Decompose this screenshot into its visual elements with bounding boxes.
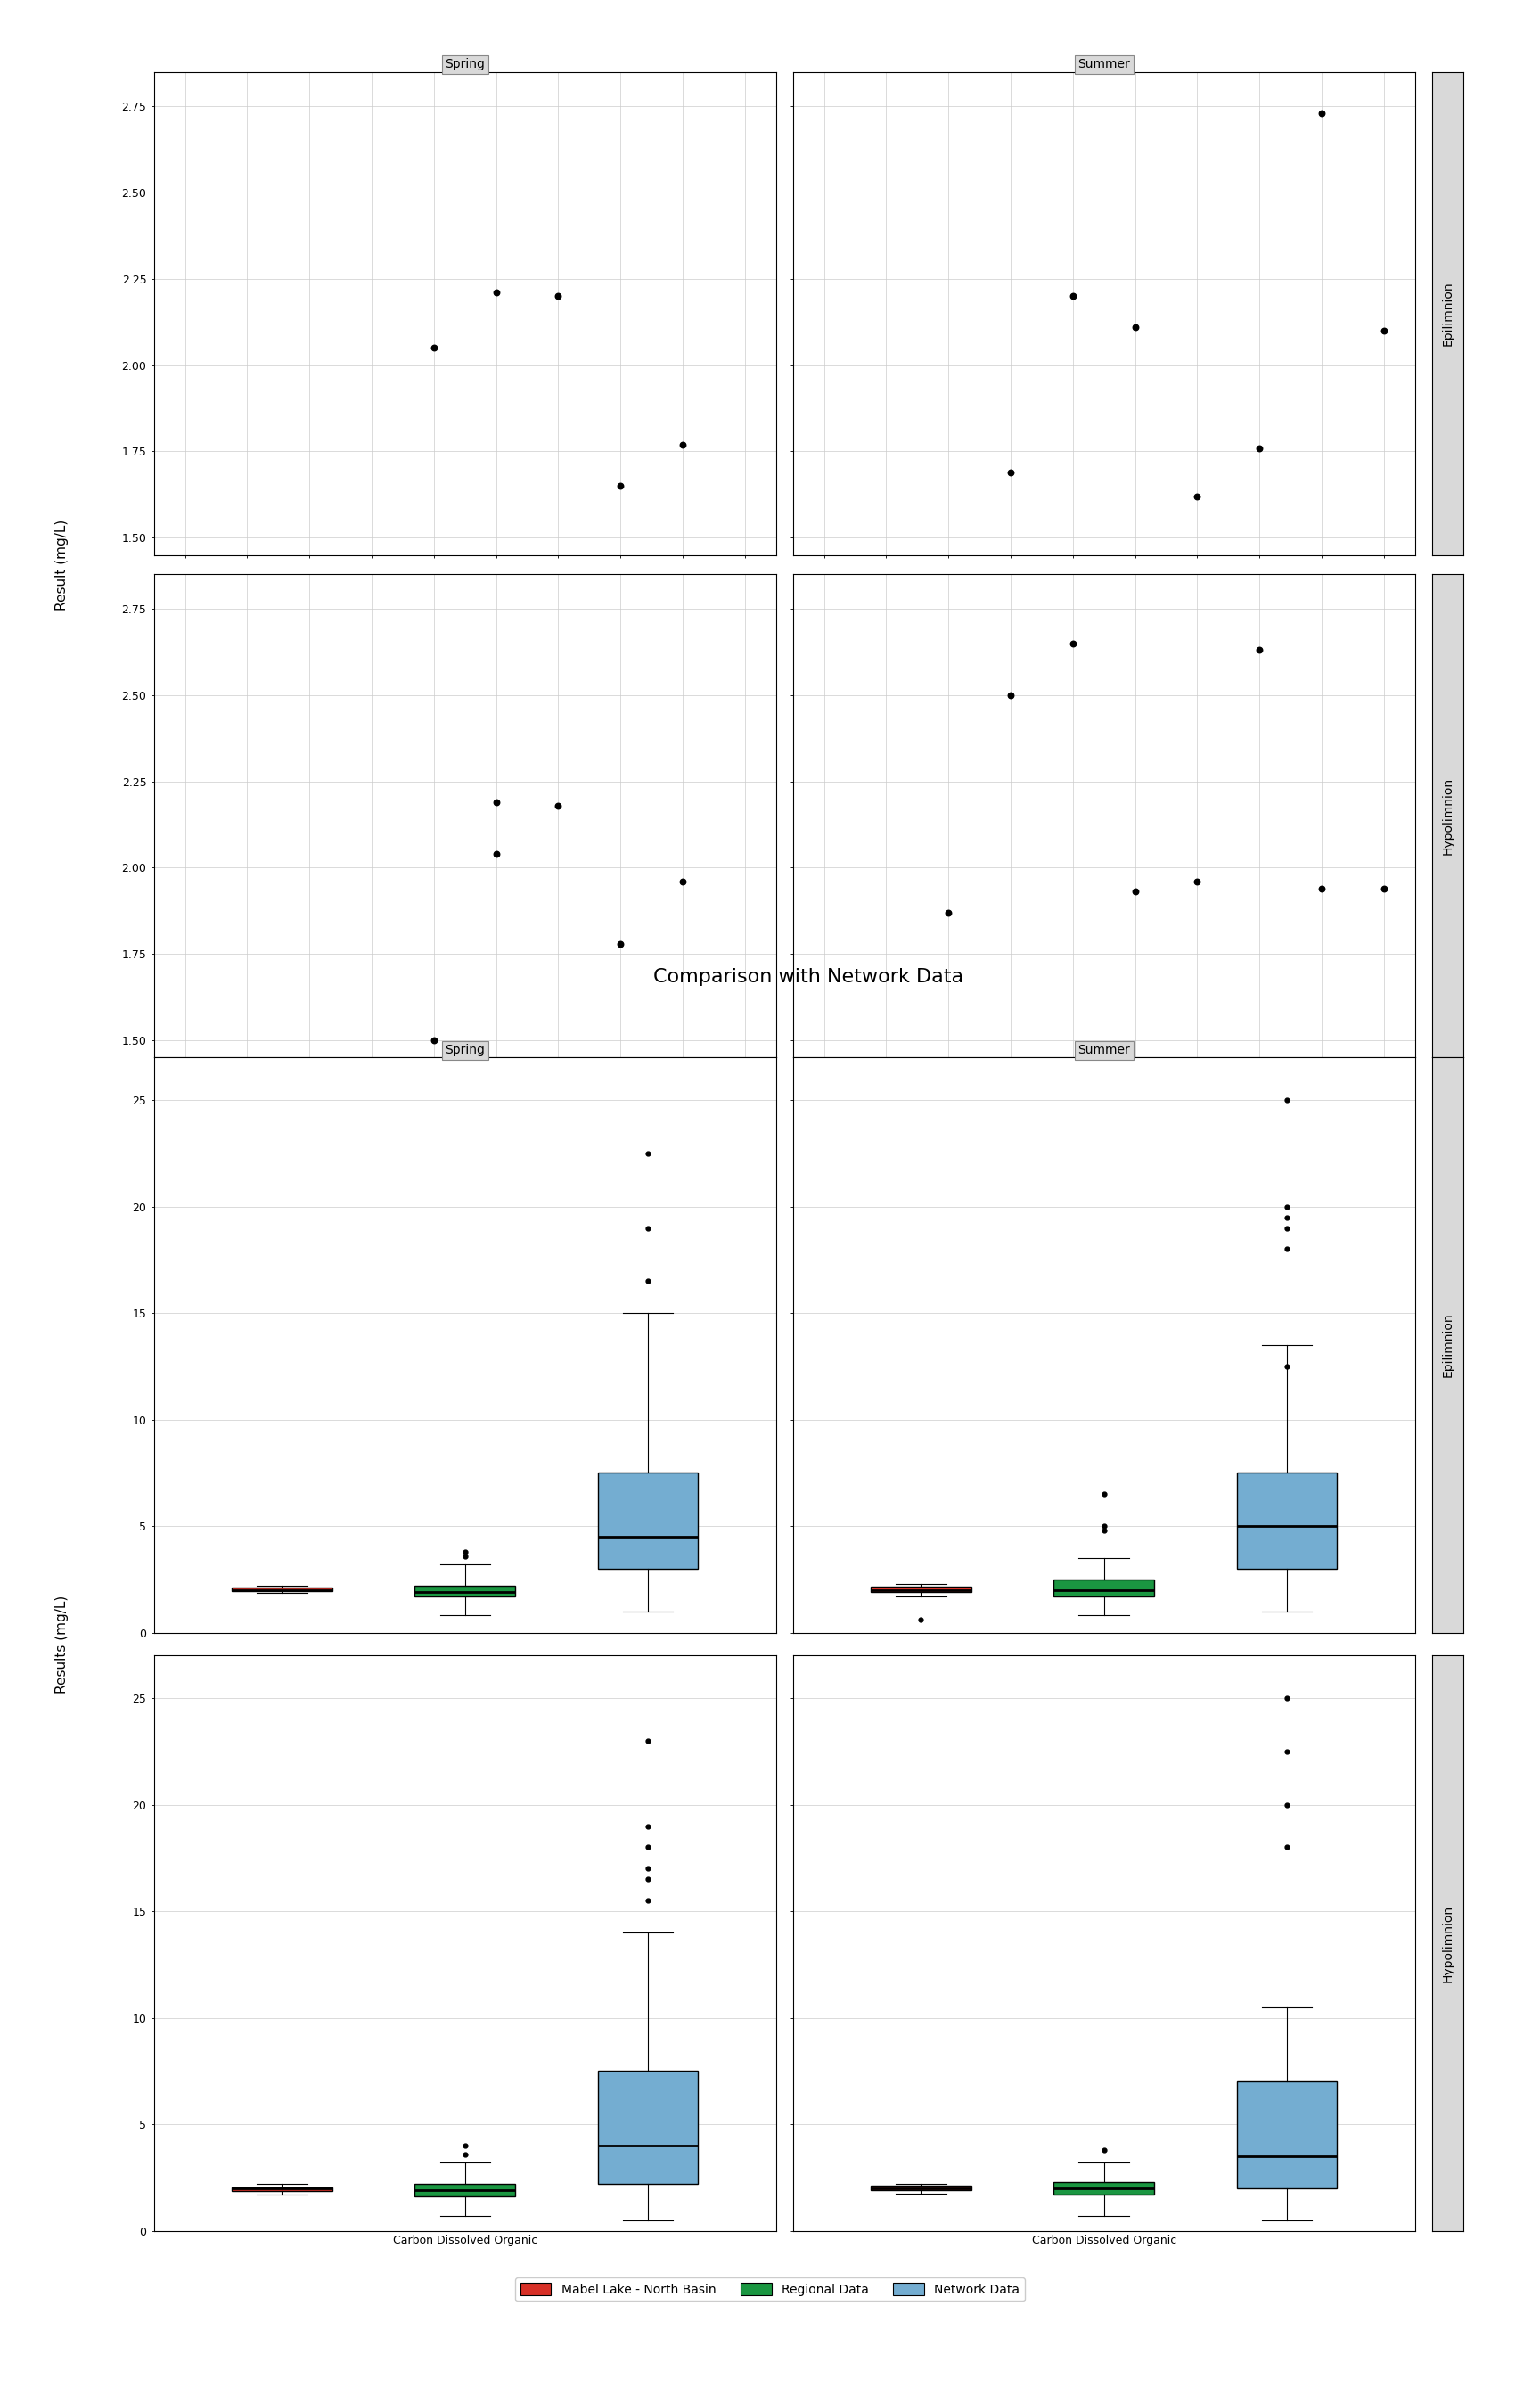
- Point: [484, 834, 508, 872]
- Point: [1309, 870, 1334, 908]
- PathPatch shape: [870, 1586, 972, 1591]
- PathPatch shape: [1053, 2183, 1155, 2195]
- Point: [484, 783, 508, 822]
- PathPatch shape: [870, 2185, 972, 2190]
- Point: [1184, 477, 1209, 515]
- PathPatch shape: [231, 1589, 333, 1591]
- Text: Epilimnion: Epilimnion: [1441, 1313, 1454, 1378]
- Point: [422, 1021, 447, 1059]
- Point: [1184, 863, 1209, 901]
- Title: Spring: Spring: [445, 1045, 485, 1057]
- Title: Summer: Summer: [1078, 1045, 1130, 1057]
- Point: [547, 278, 571, 316]
- Point: [670, 426, 695, 465]
- Point: [1061, 278, 1086, 316]
- Point: [998, 676, 1023, 714]
- Text: Result (mg/L): Result (mg/L): [55, 520, 68, 611]
- Legend: Mabel Lake - North Basin, Regional Data, Network Data: Mabel Lake - North Basin, Regional Data,…: [516, 2279, 1024, 2300]
- PathPatch shape: [1237, 2082, 1337, 2188]
- PathPatch shape: [1053, 1579, 1155, 1596]
- Point: [1061, 625, 1086, 664]
- Point: [547, 786, 571, 824]
- Text: Hypolimnion: Hypolimnion: [1441, 776, 1454, 855]
- Point: [936, 894, 961, 932]
- PathPatch shape: [1237, 1474, 1337, 1569]
- PathPatch shape: [598, 1474, 698, 1569]
- Point: [1309, 93, 1334, 132]
- Point: [1123, 309, 1147, 347]
- Text: Results (mg/L): Results (mg/L): [55, 1596, 68, 1694]
- Point: [1247, 429, 1272, 467]
- Text: Hypolimnion: Hypolimnion: [1441, 1905, 1454, 1981]
- Point: [484, 273, 508, 311]
- Point: [1247, 630, 1272, 668]
- Point: [422, 328, 447, 367]
- PathPatch shape: [414, 2183, 516, 2197]
- Point: [1372, 311, 1397, 350]
- Point: [670, 863, 695, 901]
- Point: [1123, 872, 1147, 910]
- Title: Summer: Summer: [1078, 58, 1130, 72]
- PathPatch shape: [414, 1586, 516, 1596]
- Title: Spring: Spring: [445, 58, 485, 72]
- Point: [608, 925, 633, 963]
- Text: Epilimnion: Epilimnion: [1441, 280, 1454, 345]
- PathPatch shape: [598, 2070, 698, 2183]
- Text: Comparison with Network Data: Comparison with Network Data: [653, 968, 964, 985]
- PathPatch shape: [231, 2188, 333, 2192]
- Point: [608, 467, 633, 506]
- Point: [1372, 870, 1397, 908]
- Point: [998, 453, 1023, 491]
